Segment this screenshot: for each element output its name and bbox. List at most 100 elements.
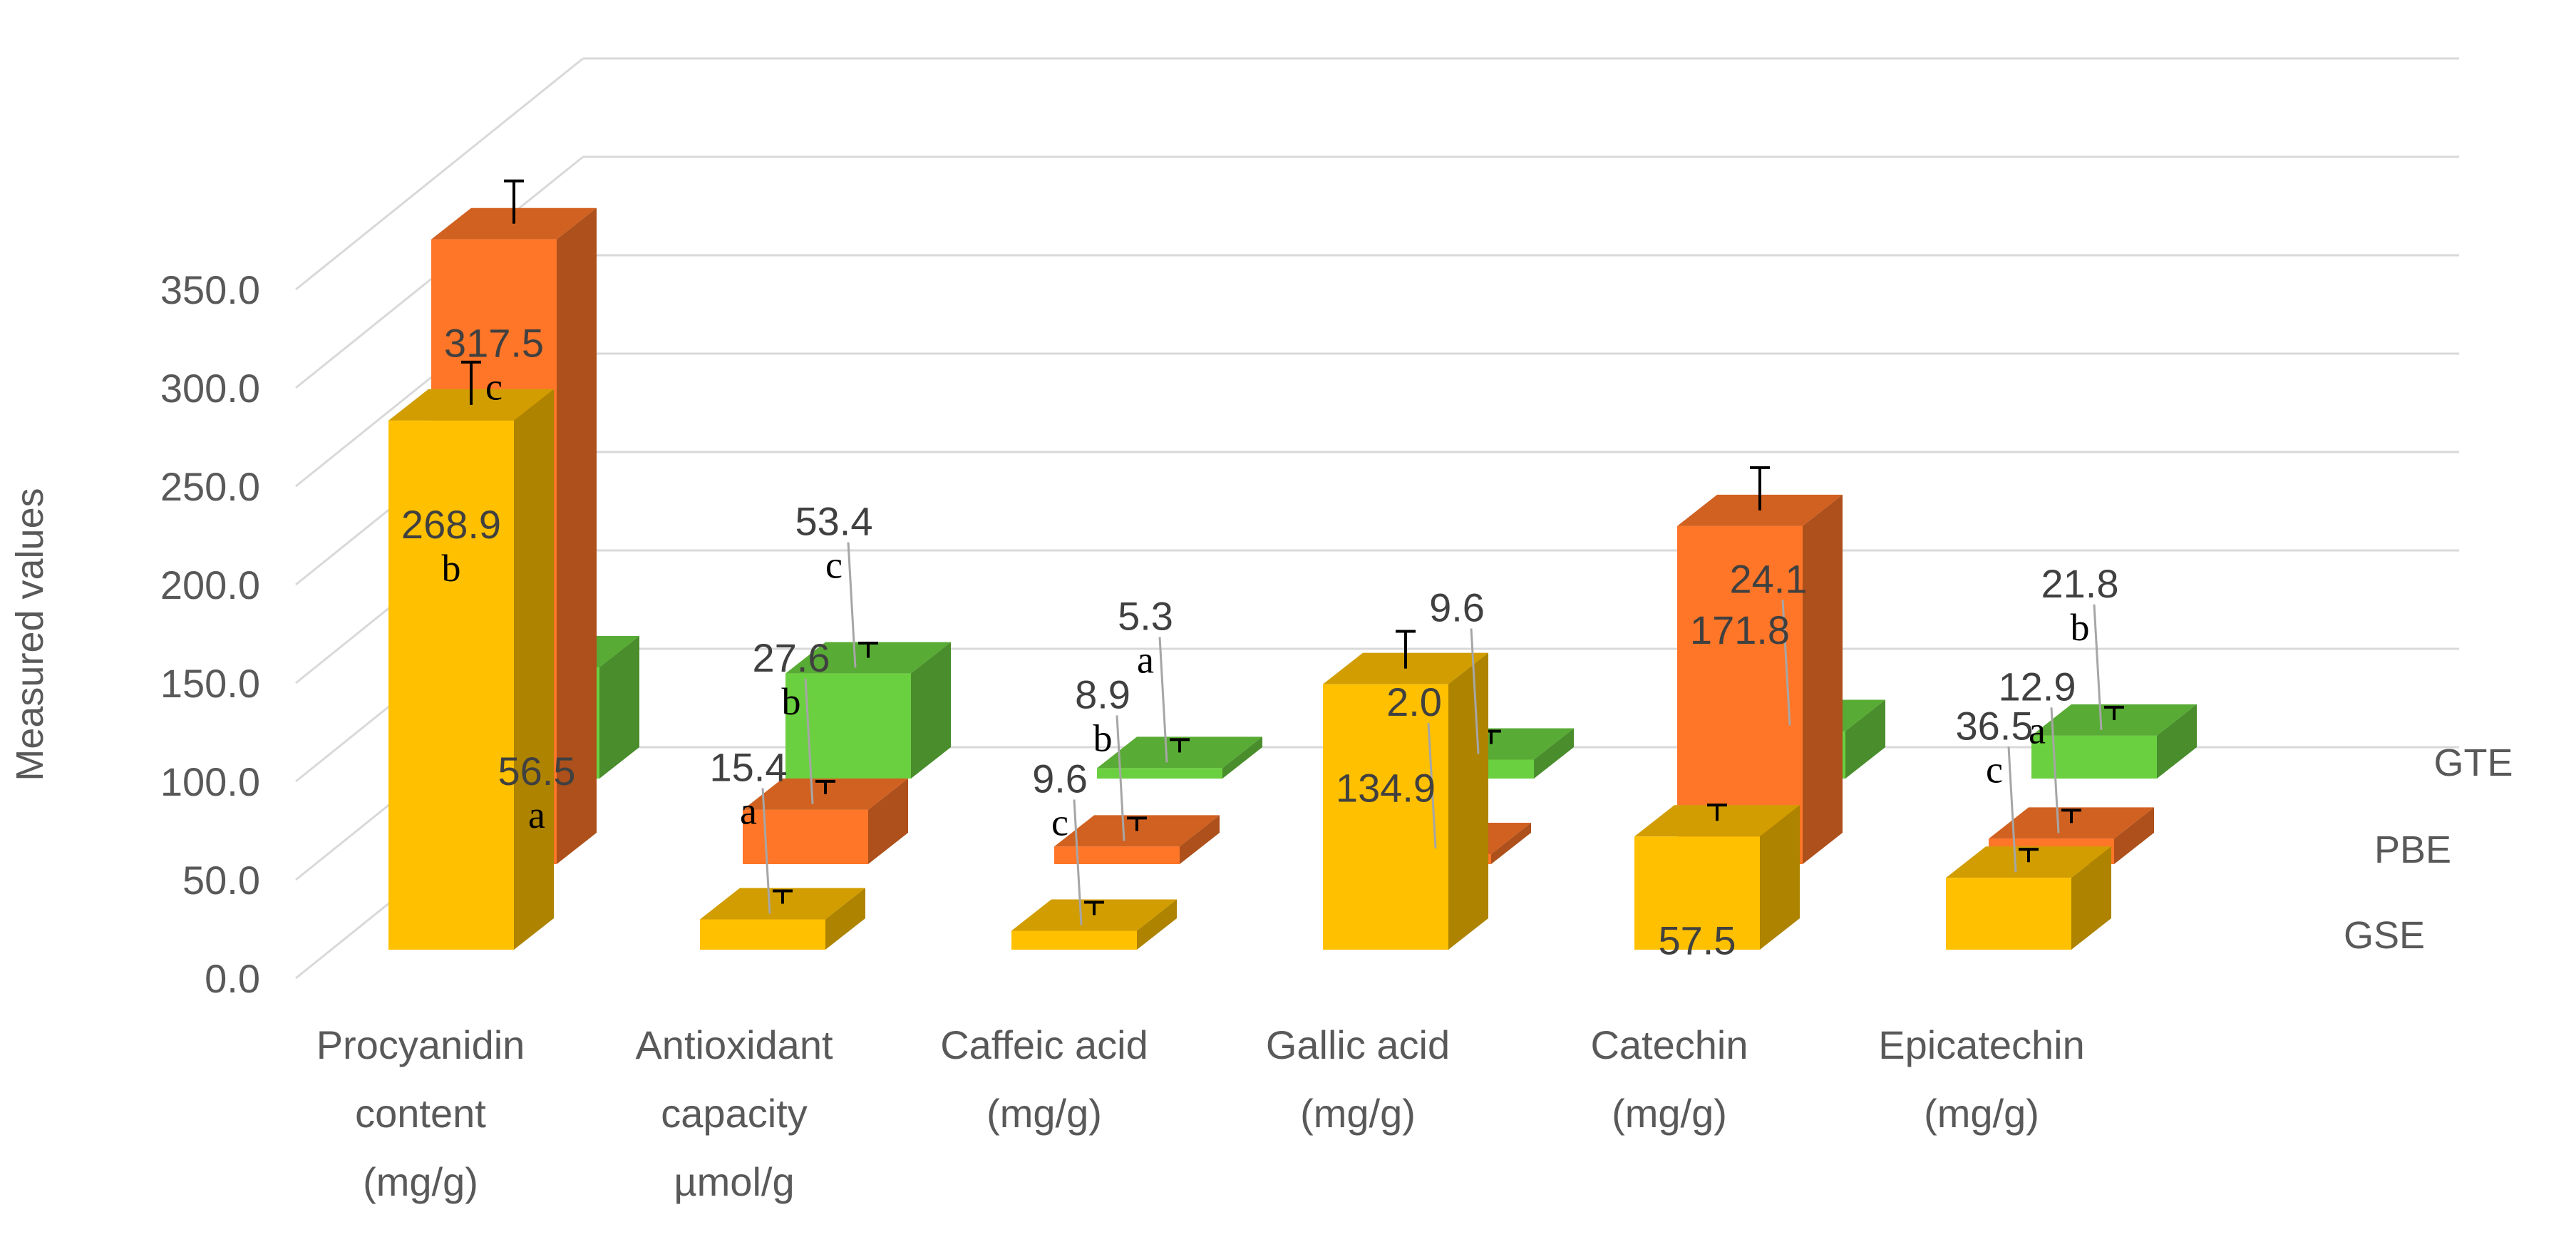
- y-tick-label: 300.0: [160, 366, 260, 411]
- x-axis-categories: Procyanidin content (mg/g) Antioxidant capac…: [316, 1022, 2085, 1204]
- leader-line: [1158, 637, 1168, 763]
- y-tick-label: 100.0: [160, 759, 260, 804]
- error-bar: [2019, 848, 2039, 863]
- significance-letter: c: [825, 544, 843, 587]
- leader-line: [1470, 628, 1480, 754]
- significance-letter: a: [1137, 638, 1154, 681]
- error-bar: [1396, 630, 1416, 669]
- significance-letter: c: [485, 366, 503, 409]
- error-bar: [1127, 816, 1147, 831]
- category-label: Catechin (mg/g): [1590, 1022, 1748, 1136]
- leader-line: [1427, 722, 1437, 849]
- error-bar: [1750, 466, 1770, 510]
- leader-line: [761, 788, 771, 914]
- data-label-pbe-5: 12.9a: [1999, 664, 2076, 833]
- leader-line: [2007, 746, 2017, 873]
- value-label: 24.1: [1730, 556, 1808, 601]
- value-label: 9.6: [1429, 585, 1485, 630]
- data-label-gse-3: 134.9: [1336, 766, 1436, 811]
- leader-line: [804, 678, 814, 804]
- value-label: 15.4: [710, 744, 788, 789]
- leader-line: [1116, 715, 1125, 841]
- bar-gse-1: [700, 888, 865, 950]
- y-axis-label: Measured values: [9, 488, 51, 781]
- bar-gte-1: [785, 641, 951, 779]
- significance-letter: a: [528, 794, 545, 836]
- category-label: Caffeic acid (mg/g): [940, 1022, 1148, 1136]
- y-tick-label: 250.0: [160, 464, 260, 509]
- data-label-gse-2: 9.6c: [1032, 756, 1088, 925]
- data-label-pbe-2: 8.9b: [1075, 672, 1130, 841]
- significance-letter: b: [2071, 606, 2090, 649]
- value-label: 53.4: [795, 499, 873, 544]
- bar-pbe-1: [743, 778, 908, 864]
- y-axis-ticks: 0.0 50.0 100.0 150.0 200.0 250.0 300.0 350.0: [160, 267, 260, 1001]
- data-label-gse-5: 36.5c: [1956, 703, 2034, 873]
- value-label: 27.6: [753, 635, 830, 680]
- leader-line: [2093, 604, 2103, 730]
- data-label-gte-2: 5.3a: [1118, 593, 1173, 763]
- leader-line: [1073, 799, 1083, 925]
- series-label-gte: GTE: [2433, 741, 2513, 784]
- category-label: Antioxidant capacity µmol/g: [635, 1022, 833, 1204]
- category-label: Epicatechin (mg/g): [1878, 1022, 2085, 1136]
- significance-letter: b: [782, 680, 801, 723]
- data-label-pbe-0: 317.5c: [444, 321, 544, 409]
- error-bar: [858, 641, 878, 658]
- y-tick-label: 200.0: [160, 563, 260, 607]
- error-bar: [1084, 900, 1104, 915]
- bar-gse-4: [1634, 804, 1800, 950]
- error-bar: [815, 779, 835, 794]
- data-label-gte-3: 9.6: [1429, 585, 1485, 754]
- bar-gte-2: [1097, 736, 1262, 779]
- significance-letter: a: [2029, 709, 2046, 751]
- error-bar: [1170, 738, 1190, 753]
- error-bar: [773, 889, 793, 904]
- value-label: 268.9: [401, 502, 501, 547]
- data-label-gte-5: 21.8b: [2041, 561, 2119, 730]
- value-label: 8.9: [1075, 672, 1130, 717]
- data-label-gte-1: 53.4c: [795, 499, 873, 668]
- value-label: 57.5: [1659, 918, 1736, 963]
- bar-gse-2: [1011, 899, 1177, 950]
- gridline-side: [295, 57, 584, 291]
- value-label: 36.5: [1956, 703, 2034, 748]
- significance-letter: b: [442, 547, 461, 590]
- category-label: Procyanidin content (mg/g): [316, 1022, 525, 1204]
- value-label: 171.8: [1690, 607, 1790, 652]
- value-label: 21.8: [2041, 561, 2119, 606]
- series-label-pbe: PBE: [2374, 828, 2451, 871]
- data-label-gse-4: 57.5: [1659, 918, 1736, 963]
- bar-pbe-2: [1054, 815, 1220, 864]
- bar-gte-5: [2031, 704, 2197, 779]
- data-label-pbe-1: 27.6b: [753, 635, 830, 804]
- value-label: 12.9: [1999, 664, 2076, 709]
- value-label: 134.9: [1336, 766, 1436, 811]
- bar-gse-3: [1323, 630, 1488, 950]
- value-label: 56.5: [498, 749, 576, 794]
- error-bar: [504, 179, 524, 224]
- data-label-pbe-3: 2.0: [1386, 679, 1442, 849]
- series-labels: GSE PBE GTE: [2344, 741, 2513, 957]
- bar-gse-5: [1946, 846, 2111, 950]
- value-label: 5.3: [1118, 593, 1173, 638]
- bar-pbe-4: [1677, 466, 1843, 864]
- leader-line: [2050, 707, 2060, 833]
- y-tick-label: 0.0: [205, 956, 260, 1001]
- bars: [388, 179, 2197, 950]
- y-tick-label: 350.0: [160, 267, 260, 312]
- y-tick-label: 150.0: [160, 661, 260, 706]
- data-label-gse-1: 15.4a: [710, 744, 788, 914]
- data-label-gte-4: 24.1: [1730, 556, 1808, 726]
- data-label-pbe-4: 171.8: [1690, 607, 1790, 652]
- value-label: 317.5: [444, 321, 544, 366]
- error-bar: [2061, 809, 2081, 823]
- leader-line: [847, 542, 857, 668]
- value-label: 2.0: [1386, 679, 1442, 724]
- error-bar: [2104, 705, 2124, 720]
- significance-letter: c: [1986, 748, 2003, 791]
- data-label-gse-0: 268.9b: [401, 502, 501, 590]
- error-bar: [1707, 804, 1727, 821]
